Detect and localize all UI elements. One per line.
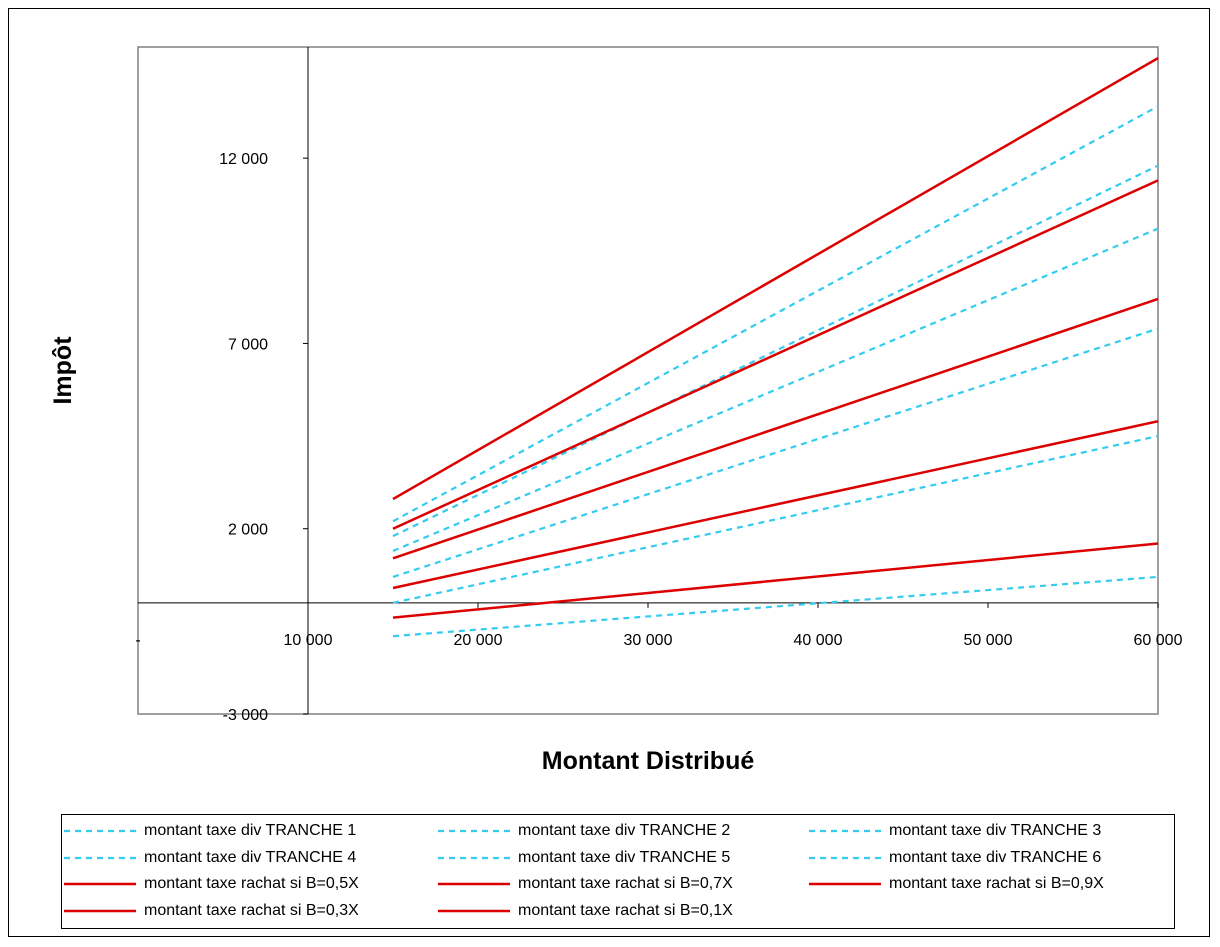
x-tick-label: 30 000 [624, 632, 673, 649]
plot-area [137, 46, 1159, 715]
series-line-6 [392, 105, 1159, 523]
x-tick-label: - [135, 632, 140, 649]
y-tick-label: 2 000 [228, 522, 268, 539]
legend-entry: montant taxe div TRANCHE 2 [436, 819, 730, 843]
legend-swatch [809, 882, 881, 886]
legend-entry: montant taxe rachat si B=0,9X [807, 872, 1104, 896]
series-line-5 [392, 164, 1159, 538]
series-line-2 [392, 435, 1159, 604]
legend-label: montant taxe div TRANCHE 1 [144, 822, 357, 839]
legend-swatch [64, 856, 136, 860]
y-axis-title: Impôt [49, 336, 77, 405]
tick-marks [303, 157, 1159, 715]
legend-label: montant taxe div TRANCHE 2 [518, 822, 731, 839]
series-line-11 [392, 542, 1159, 619]
series-line-8 [392, 179, 1159, 530]
series-line-4 [392, 227, 1159, 552]
x-tick-label: 40 000 [794, 632, 843, 649]
x-tick-label: 60 000 [1134, 632, 1183, 649]
legend-swatch [809, 829, 881, 833]
series-line-1 [392, 575, 1159, 638]
legend-label: montant taxe rachat si B=0,3X [144, 902, 359, 919]
y-tick-label: 12 000 [219, 151, 268, 168]
legend-swatch [64, 882, 136, 886]
series-line-10 [392, 420, 1159, 590]
legend-entry: montant taxe rachat si B=0,3X [62, 899, 359, 923]
legend-label: montant taxe div TRANCHE 4 [144, 849, 357, 866]
series-line-7 [392, 297, 1159, 560]
legend: montant taxe div TRANCHE 1 montant taxe d… [61, 814, 1175, 929]
y-tick-label: 7 000 [228, 336, 268, 353]
legend-entry: montant taxe rachat si B=0,1X [436, 899, 733, 923]
legend-swatch [438, 882, 510, 886]
legend-label: montant taxe div TRANCHE 5 [518, 849, 731, 866]
legend-label: montant taxe rachat si B=0,1X [518, 902, 733, 919]
legend-label: montant taxe rachat si B=0,7X [518, 875, 733, 892]
x-tick-label: 10 000 [284, 632, 333, 649]
legend-swatch [64, 909, 136, 913]
x-tick-label: 20 000 [454, 632, 503, 649]
legend-swatch [438, 909, 510, 913]
legend-entry: montant taxe div TRANCHE 4 [62, 846, 356, 870]
legend-entry: montant taxe div TRANCHE 3 [807, 819, 1101, 843]
y-tick-label: -3 000 [223, 707, 268, 724]
legend-swatch [438, 829, 510, 833]
legend-label: montant taxe rachat si B=0,5X [144, 875, 359, 892]
series-lines [392, 57, 1159, 638]
x-tick-label: 50 000 [964, 632, 1013, 649]
legend-entry: montant taxe div TRANCHE 5 [436, 846, 730, 870]
chart-area [8, 8, 1210, 937]
legend-entry: montant taxe rachat si B=0,7X [436, 872, 733, 896]
legend-entry: montant taxe rachat si B=0,5X [62, 872, 359, 896]
legend-swatch [438, 856, 510, 860]
legend-entry: montant taxe div TRANCHE 6 [807, 846, 1101, 870]
series-line-3 [392, 327, 1159, 578]
x-axis-title: Montant Distribué [542, 747, 755, 775]
series-line-9 [392, 57, 1159, 501]
legend-swatch [809, 856, 881, 860]
legend-label: montant taxe rachat si B=0,9X [889, 875, 1104, 892]
legend-label: montant taxe div TRANCHE 6 [889, 849, 1102, 866]
legend-entry: montant taxe div TRANCHE 1 [62, 819, 356, 843]
legend-label: montant taxe div TRANCHE 3 [889, 822, 1102, 839]
legend-swatch [64, 829, 136, 833]
